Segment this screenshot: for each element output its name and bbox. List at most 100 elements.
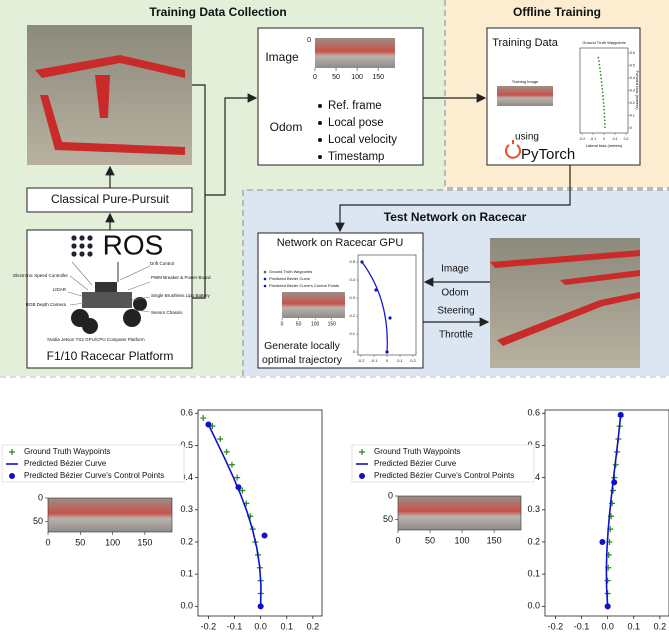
- waypoint: [217, 436, 223, 442]
- box-label: Network on Racecar GPU: [277, 237, 404, 249]
- box-label: Odom: [270, 120, 303, 134]
- inset-tick-label: 0: [38, 492, 43, 502]
- x-tick-label: 0.1: [628, 621, 641, 631]
- legend-text: Ground Truth Waypoints: [269, 269, 312, 274]
- axis-label: Forward bias (meters): [635, 70, 640, 110]
- inset-tick-label: 100: [105, 537, 120, 547]
- control-point: [262, 533, 268, 539]
- legend-marker: [9, 473, 15, 479]
- camera-thumbnail: [282, 292, 345, 318]
- control-point: [618, 412, 624, 418]
- inset-image: [398, 496, 521, 530]
- control-point: [258, 603, 264, 609]
- tick-label: 0.2: [410, 358, 416, 363]
- inset-tick-label: 0: [388, 490, 393, 500]
- axis-label: Lateral bias (meters): [586, 143, 623, 148]
- waypoint: [200, 415, 206, 421]
- y-tick-label: 0.1: [527, 569, 540, 579]
- control-point: [235, 484, 241, 490]
- camera-thumbnail: [497, 86, 553, 106]
- inset-tick-label: 100: [455, 535, 470, 545]
- inset-tick-label: 0: [45, 537, 50, 547]
- camera-thumbnail: [315, 38, 395, 68]
- box-label: Image: [265, 50, 299, 64]
- inset-tick-label: 50: [33, 516, 43, 526]
- photo: [27, 25, 192, 165]
- curve: [208, 424, 261, 606]
- tick-label: 100: [351, 74, 363, 81]
- part-label: PWM Breaker & Power Board: [151, 275, 211, 280]
- legend-text: Predicted Bézier Curve's Control Points: [374, 471, 514, 480]
- curve: [606, 415, 620, 607]
- tick-label: 0.4: [349, 277, 355, 282]
- x-tick-label: 0.0: [254, 621, 267, 631]
- legend-marker: [264, 278, 267, 281]
- inset-tick-label: 150: [137, 537, 152, 547]
- tick-label: 0.5: [630, 63, 635, 67]
- arrow-label: Throttle: [439, 330, 473, 341]
- y-tick-label: 0.0: [180, 601, 193, 611]
- ros-logo: ROS: [103, 229, 164, 260]
- box-label: using: [515, 132, 539, 143]
- tick-label: 0: [281, 321, 284, 327]
- tick-label: 150: [328, 321, 337, 327]
- part-label: Drift Control: [150, 261, 174, 266]
- y-tick-label: 0.3: [180, 504, 193, 514]
- tick-label: 0.4: [630, 76, 635, 80]
- legend-text: Ground Truth Waypoints: [24, 447, 110, 456]
- ros-dots: [71, 235, 92, 256]
- y-tick-label: 0.3: [527, 504, 540, 514]
- inset-tick-label: 150: [487, 535, 502, 545]
- part-label: Sensor Chassis: [151, 310, 183, 315]
- tick-label: 0: [630, 126, 632, 130]
- tick-label: -0.1: [371, 358, 379, 363]
- bullet-text: Timestamp: [328, 151, 384, 163]
- tick-label: 0: [603, 137, 605, 141]
- inset-tick-label: 50: [383, 514, 393, 524]
- part-label: RGB Depth Camera: [26, 302, 67, 307]
- x-tick-label: -0.1: [227, 621, 243, 631]
- tick-label: 0: [307, 37, 311, 44]
- tick-label: 150: [372, 74, 384, 81]
- bullet-text: Ref. frame: [328, 100, 382, 112]
- arrow-label: Steering: [437, 306, 474, 317]
- tick-label: 0.2: [349, 313, 355, 318]
- arrow-label: Odom: [441, 288, 468, 299]
- y-tick-label: 0.6: [527, 408, 540, 418]
- legend-text: Predicted Bézier Curve's Control Points: [269, 283, 339, 288]
- photo: [490, 238, 640, 368]
- section-title: Offline Training: [513, 5, 601, 19]
- section-title: Training Data Collection: [149, 5, 286, 19]
- box-label: Classical Pure-Pursuit: [51, 192, 170, 206]
- x-tick-label: 0.1: [281, 621, 294, 631]
- control-point: [605, 603, 611, 609]
- tick-label: 100: [311, 321, 320, 327]
- tick-label: 0.5: [349, 259, 355, 264]
- tick-label: 0.2: [630, 101, 635, 105]
- part-label: Electronic Speed Controller: [13, 273, 68, 278]
- y-tick-label: 0.0: [527, 601, 540, 611]
- box-label: F1/10 Racecar Platform: [47, 349, 174, 363]
- figure: Training Data Collection Offline Training…: [0, 0, 669, 633]
- control-point: [599, 539, 605, 545]
- tick-label: 0: [313, 74, 317, 81]
- legend-marker: [359, 473, 365, 479]
- tick-label: -0.2: [579, 137, 585, 141]
- section-title: Test Network on Racecar: [384, 210, 527, 224]
- box-label: Training Data: [492, 37, 559, 49]
- legend-text: Predicted Bézier Curve: [24, 459, 107, 468]
- x-tick-label: 0.2: [654, 621, 667, 631]
- box-label: Generate locally: [264, 340, 341, 352]
- arrow-label: Image: [441, 264, 469, 275]
- tick-label: 50: [332, 74, 340, 81]
- legend-text: Ground Truth Waypoints: [582, 40, 625, 45]
- inset-image: [48, 498, 172, 532]
- part-label: LIDAR: [53, 287, 67, 292]
- tick-label: 50: [296, 321, 302, 327]
- inset-tick-label: 50: [425, 535, 435, 545]
- waypoint: [229, 462, 235, 468]
- tick-label: 0.1: [397, 358, 403, 363]
- tick-label: 0.3: [630, 88, 635, 92]
- framework-name: PyTorch: [521, 146, 575, 163]
- tick-label: -0.2: [358, 358, 366, 363]
